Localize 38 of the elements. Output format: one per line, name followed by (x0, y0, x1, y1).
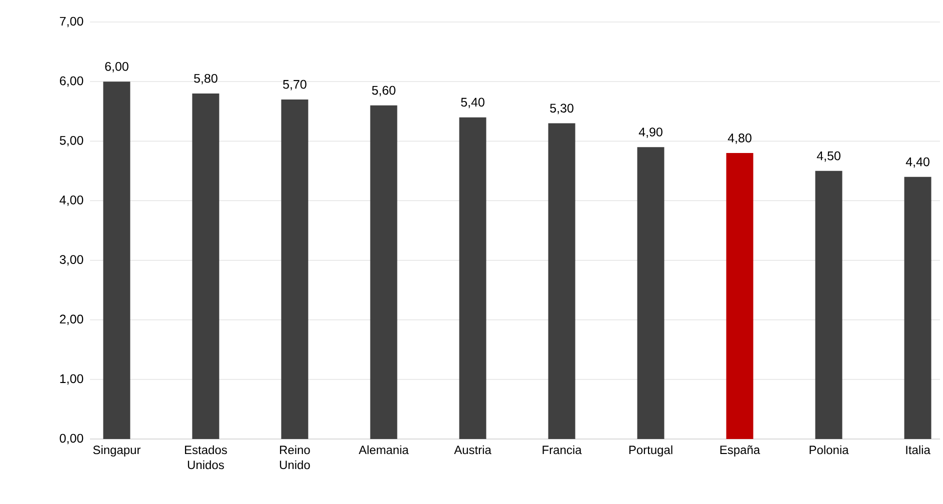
x-tick-label: Alemania (358, 445, 409, 454)
data-label: 4,80 (728, 134, 752, 144)
y-tick-label: 1,00 (60, 374, 84, 385)
data-label: 5,30 (550, 104, 574, 114)
x-tick-label: Singapur (93, 445, 141, 457)
data-label: 4,90 (638, 128, 662, 138)
x-tick-label: Italia (906, 445, 930, 454)
data-label: 5,80 (194, 74, 218, 84)
data-label: 4,40 (906, 157, 930, 168)
y-tick-label: 4,00 (60, 196, 84, 206)
x-tick-label: Reino Unido (280, 445, 310, 470)
bar (192, 93, 220, 439)
data-label: 6,00 (105, 62, 128, 72)
x-tick-label: España (720, 445, 760, 456)
bar (281, 99, 308, 439)
bar (726, 153, 754, 439)
x-tick-label: Francia (542, 445, 582, 454)
x-tick-label: Austria (454, 445, 492, 454)
bar (103, 82, 130, 439)
bar (815, 170, 842, 439)
bar (370, 105, 398, 439)
y-tick-label: 0,00 (60, 434, 84, 444)
x-tick-label: Estados Unidos (185, 445, 227, 470)
x-tick-label: Polonia (810, 445, 849, 454)
data-label: 4,50 (816, 151, 840, 162)
y-tick-label: 5,00 (60, 136, 84, 146)
y-tick-label: 6,00 (60, 76, 84, 87)
y-tick-label: 2,00 (60, 314, 84, 326)
bar (459, 117, 486, 439)
data-label: 5,60 (372, 86, 396, 96)
y-tick-label: 3,00 (60, 255, 84, 266)
y-tick-label: 7,00 (60, 16, 84, 28)
x-tick-label: Portugal (629, 445, 672, 457)
data-label: 5,40 (461, 98, 484, 108)
bar (904, 176, 932, 439)
bar (637, 147, 664, 439)
data-label: 5,70 (283, 80, 306, 90)
bar (548, 123, 576, 439)
